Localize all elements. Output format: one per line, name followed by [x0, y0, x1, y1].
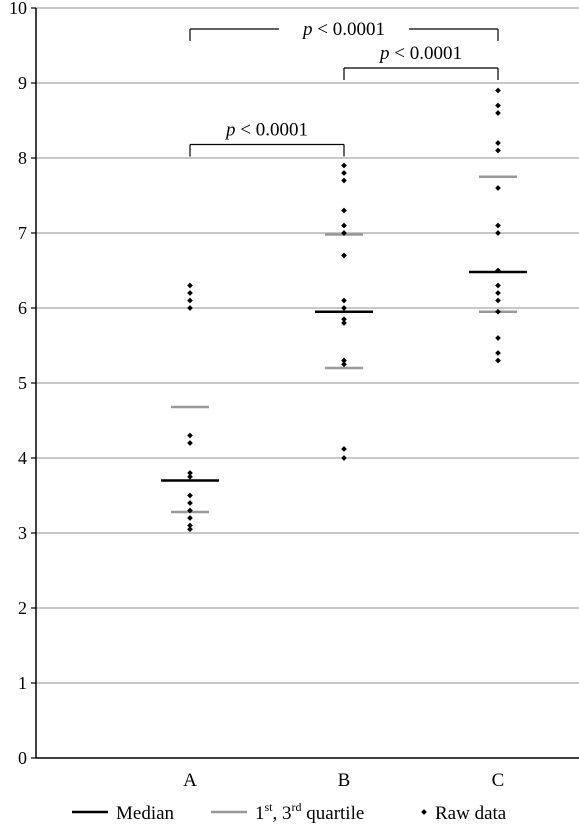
legend-quartile-sup1: st — [265, 800, 274, 814]
legend: Median 1st, 3rd quartile Raw data — [72, 800, 507, 824]
raw-point-B-11 — [341, 207, 347, 214]
raw-point-A-3 — [187, 507, 193, 514]
bracket-A-C-label-value: < 0.0001 — [313, 19, 385, 40]
x-tick-label-B: B — [338, 770, 351, 791]
raw-point-A-1 — [187, 522, 193, 529]
raw-point-A-7 — [187, 470, 193, 476]
y-tick-label-10: 10 — [9, 0, 27, 18]
raw-point-C-2 — [495, 335, 501, 341]
raw-point-B-12 — [341, 177, 347, 184]
bracket-A-C-label-p: p — [301, 19, 313, 40]
raw-point-C-7 — [495, 267, 501, 274]
raw-point-A-8 — [187, 440, 193, 446]
raw-data-points — [187, 87, 501, 533]
raw-point-C-14 — [495, 102, 501, 109]
raw-point-A-6 — [187, 473, 193, 480]
legend-quartile-prefix: 1 — [255, 803, 265, 824]
raw-point-A-11 — [187, 297, 193, 304]
raw-point-C-5 — [495, 290, 501, 296]
raw-point-B-1 — [341, 446, 347, 452]
legend-raw-label: Raw data — [435, 803, 507, 824]
raw-point-A-9 — [187, 432, 193, 439]
raw-point-A-5 — [187, 492, 193, 499]
bracket-A-C: p < 0.0001 — [189, 19, 499, 41]
raw-point-C-15 — [495, 87, 501, 94]
raw-point-B-10 — [341, 222, 347, 229]
grid-lines — [36, 7, 579, 684]
y-tick-label-2: 2 — [18, 598, 27, 618]
raw-point-A-0 — [187, 526, 193, 533]
raw-point-B-9 — [341, 230, 347, 236]
legend-quartile-suffix: quartile — [302, 803, 365, 824]
raw-point-B-5 — [341, 316, 347, 323]
raw-point-C-10 — [495, 185, 501, 191]
raw-point-C-0 — [495, 357, 501, 364]
x-tick-label-A: A — [183, 770, 197, 791]
raw-point-A-2 — [187, 515, 193, 521]
bracket-A-B-label-p: p — [224, 120, 236, 141]
bracket-B-C-label-value: < 0.0001 — [390, 43, 462, 64]
raw-point-B-4 — [341, 320, 347, 326]
raw-point-C-13 — [495, 110, 501, 116]
bracket-A-C-label: p < 0.0001 — [301, 19, 385, 40]
y-tick-label-8: 8 — [18, 148, 27, 168]
raw-point-B-14 — [341, 162, 347, 169]
y-tick-label-3: 3 — [18, 523, 27, 543]
bracket-A-B-label-value: < 0.0001 — [236, 120, 308, 141]
y-tick-label-7: 7 — [18, 223, 27, 243]
raw-point-B-3 — [341, 357, 347, 364]
raw-point-B-6 — [341, 305, 347, 311]
raw-point-A-10 — [187, 305, 193, 311]
y-tick-label-1: 1 — [18, 673, 27, 693]
y-tick-label-9: 9 — [18, 73, 27, 93]
x-tick-label-C: C — [492, 770, 505, 791]
raw-point-C-6 — [495, 282, 501, 289]
y-tick-labels: 0 1 2 3 4 5 6 7 8 9 10 — [9, 0, 36, 768]
raw-point-C-4 — [495, 297, 501, 304]
raw-point-B-13 — [341, 170, 347, 176]
raw-point-C-1 — [495, 350, 501, 356]
raw-point-B-7 — [341, 297, 347, 304]
bracket-A-B-label: p < 0.0001 — [224, 120, 308, 141]
raw-point-B-2 — [341, 361, 347, 368]
legend-median-label: Median — [116, 803, 175, 824]
raw-point-A-4 — [187, 500, 193, 506]
y-tick-label-6: 6 — [18, 298, 27, 318]
y-tick-label-5: 5 — [18, 373, 27, 393]
raw-point-A-12 — [187, 290, 193, 296]
legend-raw-swatch — [421, 809, 427, 815]
bracket-B-C-label: p < 0.0001 — [378, 43, 462, 64]
y-tick-label-4: 4 — [18, 448, 27, 468]
raw-point-C-12 — [495, 140, 501, 146]
y-tick-label-0: 0 — [18, 748, 27, 768]
legend-quartile-mid: , 3 — [273, 803, 292, 824]
bracket-B-C-label-p: p — [378, 43, 390, 64]
raw-point-B-0 — [341, 455, 347, 461]
bracket-B-C: p < 0.0001 — [343, 43, 499, 80]
raw-point-C-9 — [495, 222, 501, 229]
raw-point-A-13 — [187, 282, 193, 289]
raw-point-C-8 — [495, 230, 501, 236]
raw-point-B-8 — [341, 252, 347, 259]
raw-point-C-3 — [495, 308, 501, 315]
legend-quartile-label: 1st, 3rd quartile — [255, 800, 364, 824]
bracket-A-B: p < 0.0001 — [189, 120, 345, 157]
legend-quartile-sup2: rd — [292, 800, 302, 814]
raw-point-C-11 — [495, 147, 501, 154]
x-tick-labels: A B C — [183, 770, 504, 791]
